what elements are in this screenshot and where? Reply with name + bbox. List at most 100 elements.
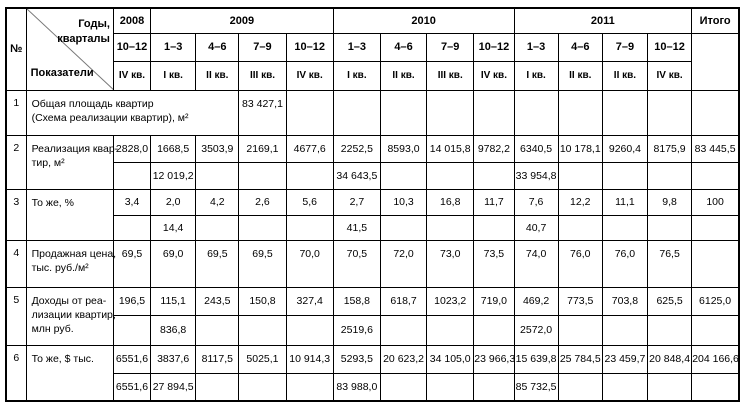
row-label-cell: То же, % (25, 188, 114, 241)
value-cell: 69,5 (112, 239, 152, 288)
table-row: 3 То же, % 3,4 2,0 4,2 2,6 5,6 2,7 10,3 16,8 11,7 7… (5, 188, 740, 241)
value-cell: 9782,2 (473, 134, 515, 163)
table-header: № Годы, кварталы Показатели 2008 2009 20… (5, 7, 740, 91)
value-cell (426, 89, 475, 136)
table-subtotal-row: 836,8 2519,6 2572,0 (6, 314, 740, 346)
subtotal-cell: 85 732,5 (513, 372, 559, 402)
value-cell: 20 848,4 (647, 344, 693, 374)
quarter-name-header: IV кв. (285, 60, 334, 91)
row-label-line: Реализация квар- (31, 142, 119, 155)
row-label-cell: Продажная цена, тыс. руб./м² (25, 239, 117, 288)
subtotal-cell (238, 214, 287, 241)
row-label-line: То же, % (31, 196, 74, 209)
value-cell (379, 89, 428, 136)
value-cell: 703,8 (601, 286, 649, 316)
value-cell: 196,5 (112, 286, 152, 316)
value-cell: 10 914,3 (285, 344, 334, 374)
value-cell: 11,1 (601, 188, 649, 216)
number-column-header: № (5, 7, 27, 91)
quarter-range-header: 10–12 (473, 32, 515, 62)
quarter-range-header: 7–9 (601, 32, 649, 62)
row-label-cell: Реализация квар-тир, м² (25, 134, 119, 190)
row-label-line: Доходы от реа- (31, 294, 107, 307)
value-cell (691, 89, 740, 136)
value-cell: 10 178,1 (557, 134, 603, 163)
row-label-line: Продажная цена, (31, 247, 117, 260)
corner-cell: Годы, кварталы Показатели (25, 7, 114, 91)
subtotal-cell: 33 954,8 (513, 161, 559, 190)
subtotal-cell (426, 314, 475, 346)
quarter-name-header: II кв. (557, 60, 603, 91)
subtotal-cell (112, 214, 152, 241)
value-cell (285, 89, 334, 136)
value-cell: 8117,5 (195, 344, 240, 374)
value-cell: 16,8 (426, 188, 475, 216)
row-label-cell: То же, $ тыс. (25, 344, 114, 402)
table-row: 5 Доходы от реа-лизации квартир, млн руб. 1… (5, 286, 740, 346)
subtotal-cell (473, 214, 515, 241)
table-row: 1 Общая площадь квартир (Схема реализации … (5, 89, 740, 136)
value-cell: 5293,5 (332, 344, 381, 374)
table-body: 1 Общая площадь квартир (Схема реализации … (5, 89, 740, 402)
quarter-range-header: 1–3 (332, 32, 381, 62)
subtotal-cell: 27 894,5 (150, 372, 197, 402)
subtotal-cell: 6551,6 (112, 372, 152, 402)
subtotal-cell (691, 314, 740, 346)
value-cell: 25 784,5 (557, 344, 603, 374)
value-cell: 719,0 (473, 286, 515, 316)
value-cell: 2,0 (150, 188, 197, 216)
subtotal-cell (557, 161, 603, 190)
subtotal-cell (473, 161, 515, 190)
row-label-line: млн руб. (31, 322, 74, 335)
quarter-name-header: IV кв. (112, 60, 152, 91)
subtotal-cell: 14,4 (150, 214, 197, 241)
quarter-range-header: 10–12 (647, 32, 693, 62)
corner-quarters-label: кварталы (57, 33, 110, 45)
total-column-empty-cell (691, 32, 740, 91)
quarter-range-header: 1–3 (150, 32, 197, 62)
quarter-range-header: 10–12 (285, 32, 334, 62)
row-label-line: тир, м² (31, 156, 65, 169)
value-cell: 2,6 (238, 188, 287, 216)
subtotal-cell (195, 372, 240, 402)
subtotal-cell (691, 161, 740, 190)
quarter-range-header: 4–6 (195, 32, 240, 62)
row-label-cell: Общая площадь квартир (Схема реализации к… (25, 89, 240, 136)
row-number-cell: 4 (5, 239, 27, 288)
subtotal-cell: 836,8 (150, 314, 197, 346)
quarter-range-header: 4–6 (379, 32, 428, 62)
value-cell: 7,6 (513, 188, 559, 216)
value-cell: 69,5 (238, 239, 287, 288)
diagonal-divider (27, 9, 113, 90)
header-quarter-range-row: 10–12 1–3 4–6 7–9 10–12 1–3 4–6 7–9 10–1… (6, 32, 740, 91)
year-header-2008: 2008 (112, 7, 152, 34)
value-cell: 618,7 (379, 286, 428, 316)
subtotal-cell (426, 372, 475, 402)
subtotal-cell (238, 161, 287, 190)
year-header-2011: 2011 (513, 7, 693, 34)
value-cell (557, 89, 603, 136)
quarter-name-header: I кв. (513, 60, 559, 91)
value-cell (332, 89, 381, 136)
subtotal-cell (601, 161, 649, 190)
value-cell: 9,8 (647, 188, 693, 216)
value-cell: 70,5 (332, 239, 381, 288)
subtotal-cell (379, 372, 428, 402)
row-number-cell: 5 (5, 286, 27, 346)
value-cell: 70,0 (285, 239, 334, 288)
value-cell: 12,2 (557, 188, 603, 216)
subtotal-cell (195, 214, 240, 241)
value-cell: 23 459,7 (601, 344, 649, 374)
row-number-cell: 2 (5, 134, 27, 190)
value-cell: 72,0 (379, 239, 428, 288)
subtotal-cell: 2572,0 (513, 314, 559, 346)
value-cell: 2252,5 (332, 134, 381, 163)
subtotal-cell: 2519,6 (332, 314, 381, 346)
quarter-range-header: 1–3 (513, 32, 559, 62)
table-subtotal-row: 14,4 41,5 40,7 (6, 214, 740, 241)
row-label-cell: Доходы от реа-лизации квартир, млн руб. (25, 286, 116, 346)
subtotal-cell (691, 214, 740, 241)
subtotal-cell (238, 372, 287, 402)
value-cell: 2828,0 (112, 134, 152, 163)
